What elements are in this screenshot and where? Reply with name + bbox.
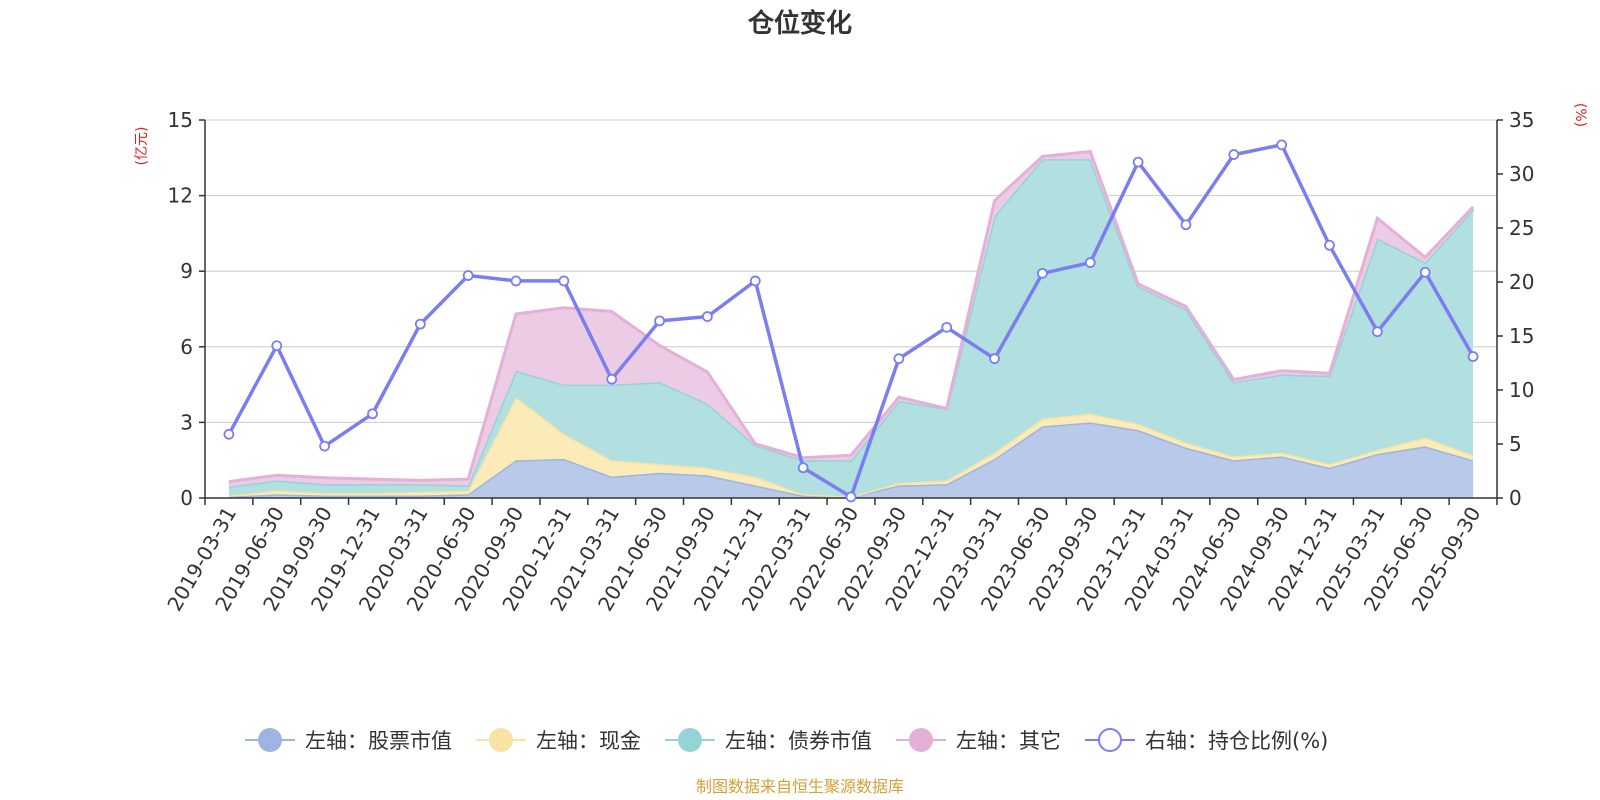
ratio-point (367, 408, 378, 420)
ratio-point (319, 440, 331, 452)
legend-item: 左轴：股票市值 (245, 728, 452, 753)
left-axis-unit: (亿元) (134, 127, 150, 166)
right-tick-label: 15 (1509, 324, 1534, 348)
legend-label: 左轴：其它 (956, 729, 1061, 753)
chart-title: 仓位变化 (747, 8, 852, 39)
ratio-point (893, 353, 905, 365)
right-tick-label: 10 (1509, 378, 1534, 402)
ratio-point (654, 315, 665, 327)
left-tick-label: 9 (180, 259, 193, 283)
ratio-point (606, 373, 618, 385)
ratio-point (271, 340, 283, 352)
legend-label: 右轴：持仓比例(%) (1145, 729, 1328, 753)
ratio-point (702, 311, 713, 322)
legend-marker (909, 728, 933, 752)
ratio-point (1467, 351, 1479, 362)
legend-label: 左轴：股票市值 (305, 729, 452, 753)
right-tick-label: 30 (1509, 162, 1534, 186)
left-tick-label: 15 (168, 108, 193, 132)
area-左轴：债券市值 (228, 159, 1474, 497)
ratio-point (558, 275, 570, 287)
left-tick-label: 12 (168, 184, 193, 208)
legend-label: 左轴：债券市值 (725, 729, 872, 753)
ratio-point (462, 270, 474, 281)
area-左轴：现金 (228, 397, 1474, 497)
ratio-point (1228, 149, 1240, 160)
ratio-point (1276, 139, 1288, 151)
legend-item: 右轴：持仓比例(%) (1085, 728, 1328, 753)
legend: 左轴：股票市值 左轴：现金 左轴：债券市值 左轴：其它 右轴：持仓比例(%) (245, 728, 1328, 753)
legend-item: 左轴：债券市值 (665, 728, 872, 753)
ratio-point (749, 275, 761, 287)
ratio-point (797, 462, 809, 474)
right-tick-label: 20 (1509, 270, 1534, 294)
stacked-areas (228, 149, 1475, 499)
ratio-point (510, 275, 522, 287)
ratio-point (1371, 326, 1383, 338)
ratio-point (1084, 257, 1096, 268)
data-source-note: 制图数据来自恒生聚源数据库 (696, 777, 904, 796)
left-tick-label: 6 (180, 335, 193, 359)
ratio-point (414, 318, 426, 330)
ratio-point (941, 321, 953, 333)
legend-item: 左轴：其它 (896, 728, 1061, 753)
ratio-point (845, 491, 857, 503)
legend-marker (678, 728, 702, 752)
ratio-point (223, 428, 235, 440)
right-tick-label: 0 (1509, 486, 1522, 510)
legend-marker (489, 728, 513, 752)
right-tick-label: 5 (1509, 432, 1522, 456)
left-tick-label: 3 (180, 410, 193, 434)
ratio-point (1037, 267, 1048, 279)
ratio-point (989, 353, 1000, 365)
position-ratio-line (223, 139, 1479, 503)
legend-marker (258, 728, 282, 752)
legend-item: 左轴：现金 (476, 728, 641, 753)
ratio-point (1419, 266, 1431, 278)
ratio-point (1180, 219, 1192, 231)
legend-marker (1098, 728, 1122, 752)
ratio-point (1324, 239, 1335, 251)
ratio-point (1132, 156, 1144, 168)
axes: 03691215051015202530352019-03-312019-06-… (162, 108, 1534, 615)
legend-label: 左轴：现金 (536, 729, 641, 753)
right-tick-label: 25 (1509, 216, 1534, 240)
left-tick-label: 0 (180, 486, 193, 510)
right-tick-label: 35 (1509, 108, 1534, 132)
area-左轴：股票市值 (228, 422, 1474, 498)
right-axis-unit: (%) (1572, 103, 1588, 127)
area-edge-左轴：其它 (228, 149, 1475, 484)
